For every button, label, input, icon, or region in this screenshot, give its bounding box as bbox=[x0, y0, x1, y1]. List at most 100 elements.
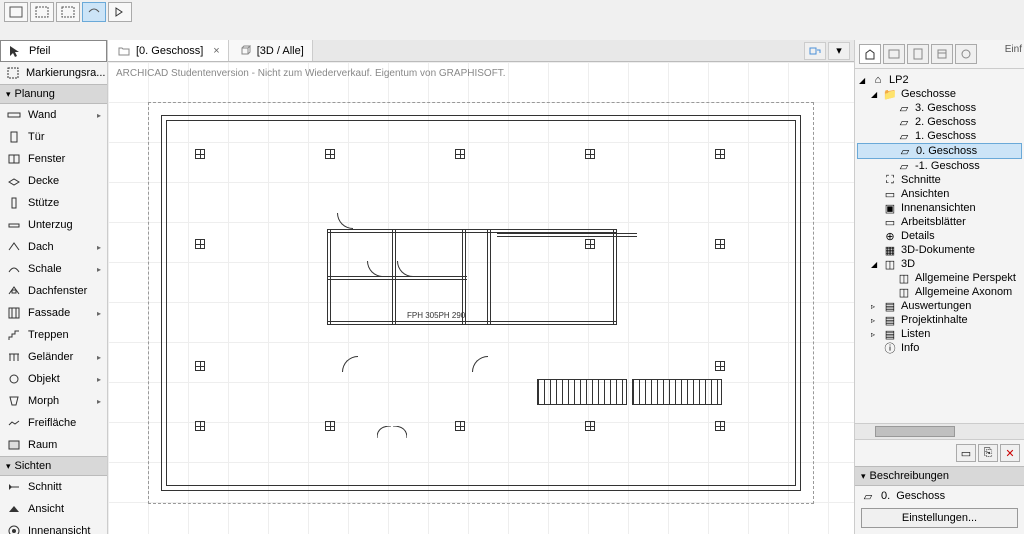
settings-button[interactable]: Einstellungen... bbox=[861, 508, 1018, 528]
tool-object[interactable]: Objekt▸ bbox=[0, 368, 107, 390]
tool-window[interactable]: Fenster bbox=[0, 148, 107, 170]
tree-geschosse[interactable]: ◢📁Geschosse bbox=[857, 87, 1022, 101]
mesh-icon bbox=[6, 415, 22, 431]
tool-skylight[interactable]: Dachfenster bbox=[0, 280, 107, 302]
tool-column[interactable]: Stütze bbox=[0, 192, 107, 214]
tree-arb-label: Arbeitsblätter bbox=[901, 216, 966, 228]
worksheet-icon: ▭ bbox=[883, 216, 897, 228]
mini-btn-5[interactable] bbox=[108, 2, 132, 22]
tool-arrow[interactable]: Pfeil bbox=[0, 40, 107, 62]
tree-root[interactable]: ◢⌂LP2 bbox=[857, 73, 1022, 87]
tool-schnitt[interactable]: Schnitt bbox=[0, 476, 107, 498]
tab-bar-right: ▾ bbox=[804, 42, 854, 60]
tool-wall[interactable]: Wand ▸ bbox=[0, 104, 107, 126]
tool-ansicht[interactable]: Ansicht bbox=[0, 498, 107, 520]
mini-btn-1[interactable] bbox=[4, 2, 28, 22]
tree-3ddocs[interactable]: ▦3D-Dokumente bbox=[857, 243, 1022, 257]
tree-info[interactable]: ⓘ Info bbox=[857, 341, 1022, 355]
tool-door-label: Tür bbox=[28, 131, 45, 143]
tree-auswertungen[interactable]: ▹▤Auswertungen bbox=[857, 299, 1022, 313]
tool-railing[interactable]: Geländer▸ bbox=[0, 346, 107, 368]
detail-icon: ⊕ bbox=[883, 230, 897, 242]
tool-morph[interactable]: Morph▸ bbox=[0, 390, 107, 412]
tree-schnitte[interactable]: ⛶ Schnitte bbox=[857, 173, 1022, 187]
descriptions-header[interactable]: Beschreibungen bbox=[855, 466, 1024, 486]
tab-3d[interactable]: [3D / Alle] bbox=[229, 40, 313, 61]
tree-listen[interactable]: ▹▤Listen bbox=[857, 327, 1022, 341]
innenansicht-icon bbox=[6, 523, 22, 534]
tree-gm1-label: -1. Geschoss bbox=[915, 160, 980, 172]
tree-ansichten[interactable]: ▭Ansichten bbox=[857, 187, 1022, 201]
nav-tab-layout[interactable] bbox=[907, 44, 929, 64]
tab-close-icon[interactable]: × bbox=[213, 45, 219, 57]
navigator-tabs bbox=[855, 40, 1024, 69]
mini-btn-2[interactable] bbox=[30, 2, 54, 22]
navigator-tree[interactable]: ◢⌂LP2 ◢📁Geschosse ▱3. Geschoss ▱2. Gesch… bbox=[855, 69, 1024, 423]
tree-innenansichten[interactable]: ▣Innenansichten bbox=[857, 201, 1022, 215]
tool-facade[interactable]: Fassade▸ bbox=[0, 302, 107, 324]
nav-tab-view[interactable] bbox=[883, 44, 905, 64]
mini-btn-3[interactable] bbox=[56, 2, 80, 22]
descriptions-row: ▱ 0. Geschoss bbox=[855, 486, 1024, 506]
tree-arbeitsblatter[interactable]: ▭ Arbeitsblätter bbox=[857, 215, 1022, 229]
tab-dropdown-btn[interactable]: ▾ bbox=[828, 42, 850, 60]
desc-name: Geschoss bbox=[896, 490, 945, 502]
section-views[interactable]: Sichten bbox=[0, 456, 107, 476]
nav-tab-publisher[interactable] bbox=[931, 44, 953, 64]
tool-beam-label: Unterzug bbox=[28, 219, 73, 231]
beam-icon bbox=[6, 217, 22, 233]
nav-dup-btn[interactable]: ⎘ bbox=[978, 444, 998, 462]
nav-tab-extra[interactable] bbox=[955, 44, 977, 64]
tool-roof[interactable]: Dach ▸ bbox=[0, 236, 107, 258]
tree-perspekt[interactable]: ◫Allgemeine Perspekt bbox=[857, 271, 1022, 285]
nav-new-btn[interactable]: ▭ bbox=[956, 444, 976, 462]
tool-marquee[interactable]: Markierungsra... bbox=[0, 62, 107, 84]
tool-stairs[interactable]: Treppen bbox=[0, 324, 107, 346]
tool-ansicht-label: Ansicht bbox=[28, 503, 64, 515]
tree-g1[interactable]: ▱1. Geschoss bbox=[857, 129, 1022, 143]
tree-g3[interactable]: ▱3. Geschoss bbox=[857, 101, 1022, 115]
section-planning[interactable]: Planung bbox=[0, 84, 107, 104]
tool-slab[interactable]: Decke bbox=[0, 170, 107, 192]
chevron-icon: ▸ bbox=[97, 243, 101, 252]
tool-wall-label: Wand bbox=[28, 109, 56, 121]
folder-icon bbox=[116, 43, 132, 59]
tab-floorplan-label: [0. Geschoss] bbox=[136, 45, 203, 57]
tool-door[interactable]: Tür bbox=[0, 126, 107, 148]
tool-object-label: Objekt bbox=[28, 373, 60, 385]
nav-scrollbar[interactable] bbox=[855, 423, 1024, 439]
tree-schnitte-label: Schnitte bbox=[901, 174, 941, 186]
tree-details[interactable]: ⊕Details bbox=[857, 229, 1022, 243]
right-strip-label: Einf bbox=[1005, 44, 1022, 55]
tab-floorplan[interactable]: [0. Geschoss] × bbox=[108, 40, 229, 61]
tree-3d[interactable]: ◢◫3D bbox=[857, 257, 1022, 271]
nav-delete-btn[interactable]: ✕ bbox=[1000, 444, 1020, 462]
tree-gm1[interactable]: ▱-1. Geschoss bbox=[857, 159, 1022, 173]
tool-stairs-label: Treppen bbox=[28, 329, 69, 341]
tree-projektinhalte[interactable]: ▹▤Projektinhalte bbox=[857, 313, 1022, 327]
mini-btn-4[interactable] bbox=[82, 2, 106, 22]
canvas[interactable]: ARCHICAD Studentenversion - Nicht zum Wi… bbox=[108, 62, 854, 534]
chevron-icon: ▸ bbox=[97, 111, 101, 120]
info-icon: ⓘ bbox=[883, 342, 897, 354]
skylight-icon bbox=[6, 283, 22, 299]
interior-icon: ▣ bbox=[883, 202, 897, 214]
nav-tab-project[interactable] bbox=[859, 44, 881, 64]
scrollbar-thumb[interactable] bbox=[875, 426, 955, 437]
tree-g0[interactable]: ▱0. Geschoss bbox=[857, 143, 1022, 159]
tool-beam[interactable]: Unterzug bbox=[0, 214, 107, 236]
section-icon: ⛶ bbox=[883, 174, 897, 186]
tool-shell[interactable]: Schale▸ bbox=[0, 258, 107, 280]
tree-info-label: Info bbox=[901, 342, 919, 354]
schnitt-icon bbox=[6, 479, 22, 495]
tool-mesh[interactable]: Freifläche bbox=[0, 412, 107, 434]
tool-zone[interactable]: Raum bbox=[0, 434, 107, 456]
tree-axonom[interactable]: ◫Allgemeine Axonom bbox=[857, 285, 1022, 299]
tab-nav-btn[interactable] bbox=[804, 42, 826, 60]
descriptions-header-label: Beschreibungen bbox=[870, 470, 950, 482]
tool-roof-label: Dach bbox=[28, 241, 54, 253]
floor-icon: ▱ bbox=[897, 116, 911, 128]
section-views-label: Sichten bbox=[15, 460, 52, 472]
tool-innenansicht[interactable]: Innenansicht bbox=[0, 520, 107, 534]
tree-g2[interactable]: ▱2. Geschoss bbox=[857, 115, 1022, 129]
